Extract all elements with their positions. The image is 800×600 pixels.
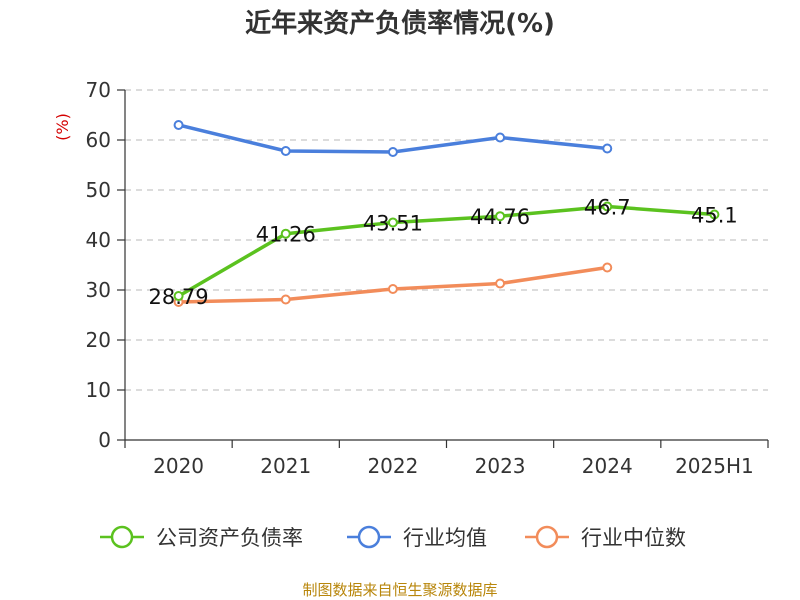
data-point [280, 228, 291, 239]
legend-swatch-marker [110, 525, 134, 549]
chart-title: 近年来资产负债率情况(%) [245, 8, 555, 39]
data-label: 44.76 [470, 205, 530, 229]
y-tick-label: 0 [98, 428, 111, 452]
data-point [602, 143, 613, 154]
x-tick-label: 2020 [153, 454, 204, 478]
y-tick-label: 20 [86, 328, 111, 352]
y-tick-label: 70 [86, 78, 111, 102]
legend-swatch-marker [535, 525, 559, 549]
data-label: 46.7 [584, 196, 631, 220]
x-tick-label: 2021 [260, 454, 311, 478]
data-point [709, 209, 720, 220]
series-line [177, 204, 715, 298]
data-label: 45.1 [691, 204, 738, 228]
y-tick-label: 50 [86, 178, 111, 202]
data-point [602, 201, 613, 212]
data-point [387, 217, 398, 228]
axes: 0 10 20 30 40 50 60 70 2020 2021 2022 2023 2024 2025H… [86, 78, 769, 478]
y-tick-label: 60 [86, 128, 111, 152]
data-point [495, 278, 506, 289]
x-tick-label: 2023 [475, 454, 526, 478]
series-layer [173, 120, 720, 307]
legend: 公司资产负债率 行业均值 行业中位数 [100, 525, 686, 550]
y-axis-label: (%) [53, 113, 72, 141]
data-point [280, 146, 291, 156]
x-tick-label: 2022 [367, 454, 418, 478]
data-point [173, 291, 184, 302]
x-tick-label: 2024 [582, 454, 633, 478]
grid [125, 89, 768, 391]
legend-swatch-marker [357, 525, 381, 549]
data-point [280, 294, 291, 305]
data-point [387, 284, 398, 294]
legend-label: 公司资产负债率 [156, 526, 303, 550]
x-tick-label: 2025H1 [675, 454, 754, 478]
legend-label: 行业均值 [403, 526, 487, 550]
legend-label: 行业中位数 [581, 526, 686, 550]
data-point [173, 120, 184, 130]
y-tick-label: 30 [86, 278, 111, 302]
y-tick-label: 40 [86, 228, 111, 252]
data-point [495, 211, 506, 222]
data-labels: 28.79 41.26 43.51 44.76 46.7 45.1 [149, 196, 738, 310]
data-label: 41.26 [256, 223, 316, 247]
data-point [495, 132, 506, 143]
y-tick-label: 10 [86, 378, 111, 402]
data-label: 28.79 [149, 285, 209, 309]
source-note: 制图数据来自恒生聚源数据库 [302, 581, 497, 599]
data-point [602, 262, 613, 273]
data-point [387, 147, 398, 157]
data-label: 43.51 [363, 211, 423, 235]
